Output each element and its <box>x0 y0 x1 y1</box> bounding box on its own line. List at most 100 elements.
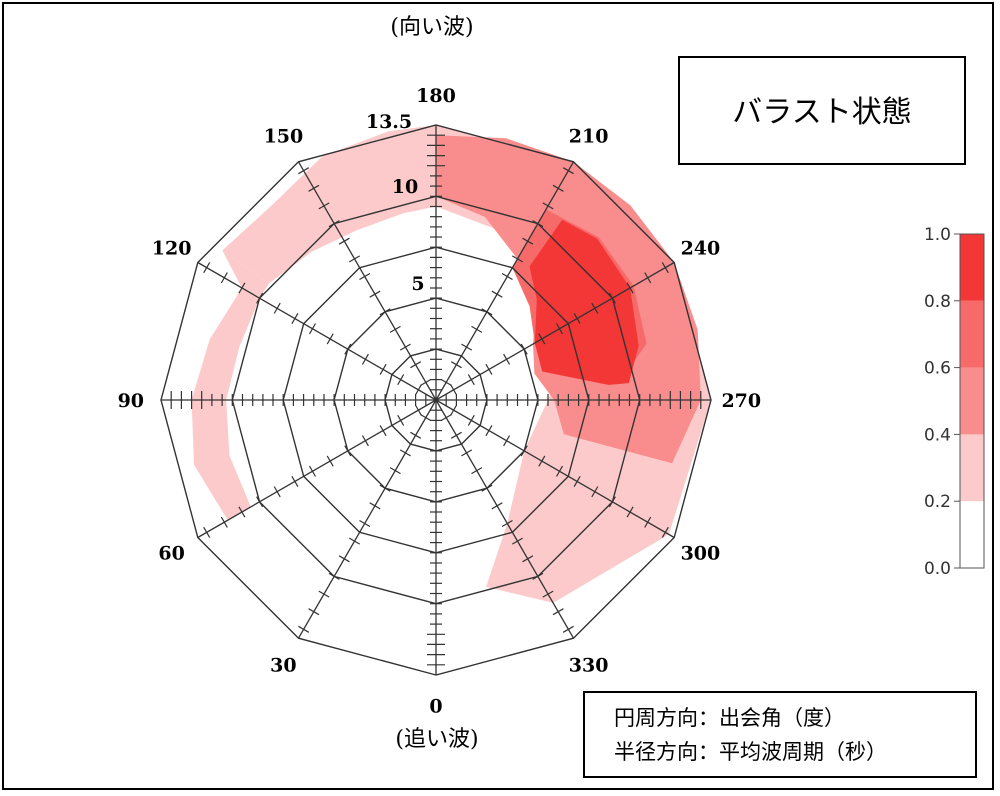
grid-spoke-330 <box>435 399 575 639</box>
tick <box>491 290 503 298</box>
tick <box>538 333 546 345</box>
grid-spoke-240 <box>435 261 675 401</box>
tick <box>503 435 511 447</box>
tick <box>503 353 511 365</box>
tick <box>273 302 281 314</box>
tick <box>298 167 310 175</box>
angle-label-240: 240 <box>681 237 721 259</box>
tick <box>414 404 422 416</box>
colorbar-tick-label-0.6: 0.6 <box>924 359 951 379</box>
contour-regions <box>191 125 711 603</box>
tick <box>512 255 523 263</box>
colorbar-band-3 <box>960 300 984 368</box>
radial-labels: 5 10 13.5 <box>366 111 425 295</box>
grid-spoke-120 <box>197 261 437 401</box>
colorbar-band-2 <box>960 367 984 435</box>
tick <box>399 449 411 457</box>
tick <box>349 255 360 263</box>
tick <box>256 292 264 304</box>
tick <box>397 414 405 426</box>
tick <box>481 484 493 492</box>
tick <box>238 506 246 518</box>
angle-label-30: 30 <box>270 654 296 676</box>
tick <box>326 455 334 467</box>
tick <box>481 308 493 316</box>
tick <box>467 374 475 386</box>
tick <box>538 455 546 467</box>
tick <box>318 202 330 210</box>
tick <box>440 378 452 386</box>
tick <box>308 465 317 477</box>
tick <box>361 353 369 365</box>
colorbar-band-1 <box>960 434 984 502</box>
angle-label-150: 150 <box>264 126 304 148</box>
tick <box>220 516 228 528</box>
tick <box>359 519 371 528</box>
contour-region-5 <box>529 219 639 385</box>
tick <box>318 590 330 598</box>
tick <box>420 414 432 422</box>
colorbar-outline <box>959 233 985 569</box>
tick <box>203 262 211 274</box>
tick <box>626 282 634 294</box>
radial-label-10: 10 <box>392 176 418 198</box>
tick <box>440 414 452 422</box>
tick <box>661 262 669 274</box>
tick <box>338 237 350 245</box>
contour-region-2 <box>191 250 270 521</box>
chart-title: バラスト状態 <box>732 95 911 130</box>
tick <box>308 323 317 335</box>
tick <box>522 237 534 245</box>
grid-spoke-30 <box>297 399 437 639</box>
tick <box>573 313 581 324</box>
tick <box>379 484 391 492</box>
tick <box>471 467 483 475</box>
tick <box>450 404 458 416</box>
tick <box>399 343 411 351</box>
tick <box>542 590 554 598</box>
tick <box>291 476 299 487</box>
tick <box>410 431 422 439</box>
tick <box>291 313 299 324</box>
grid-spoke-60 <box>197 399 437 539</box>
angle-label-180: 180 <box>416 85 456 107</box>
grid-spoke-300 <box>435 399 675 539</box>
tick <box>389 325 401 333</box>
colorbar-tick-label-0.4: 0.4 <box>924 425 951 445</box>
tick <box>273 486 281 498</box>
grid-spoke-210 <box>435 161 575 401</box>
tick <box>467 414 475 426</box>
colorbar-tick-label-0.2: 0.2 <box>924 492 951 512</box>
tick <box>308 608 320 616</box>
tick <box>361 435 369 447</box>
colorbar-band-0 <box>960 501 984 568</box>
legend-box <box>583 691 977 778</box>
tick <box>369 290 381 298</box>
tick <box>512 537 523 545</box>
tick <box>626 506 634 518</box>
tick <box>450 384 458 396</box>
tick <box>420 378 432 386</box>
tick <box>328 220 340 228</box>
tick <box>520 445 528 457</box>
tick <box>471 325 483 333</box>
bottom-label: (追い波) <box>395 727 478 752</box>
legend-line-angle: 円周方向：出会角（度） <box>614 706 845 730</box>
tick <box>644 516 652 528</box>
radial-label-5: 5 <box>411 273 424 295</box>
angle-label-270: 270 <box>721 390 761 412</box>
colorbar-band-4 <box>960 234 984 301</box>
tick <box>410 361 422 369</box>
radial-ticks <box>170 134 702 666</box>
tick <box>379 425 387 437</box>
tick <box>532 220 544 228</box>
tick <box>344 445 352 457</box>
tick <box>552 184 564 192</box>
tick <box>326 333 334 345</box>
title-box <box>678 56 966 165</box>
tick <box>379 308 391 316</box>
angle-labels: 0 30 60 90 120 150 180 210 240 270 300 330 <box>118 85 762 717</box>
tick <box>203 526 211 538</box>
tick <box>308 184 320 192</box>
tick <box>461 449 473 457</box>
